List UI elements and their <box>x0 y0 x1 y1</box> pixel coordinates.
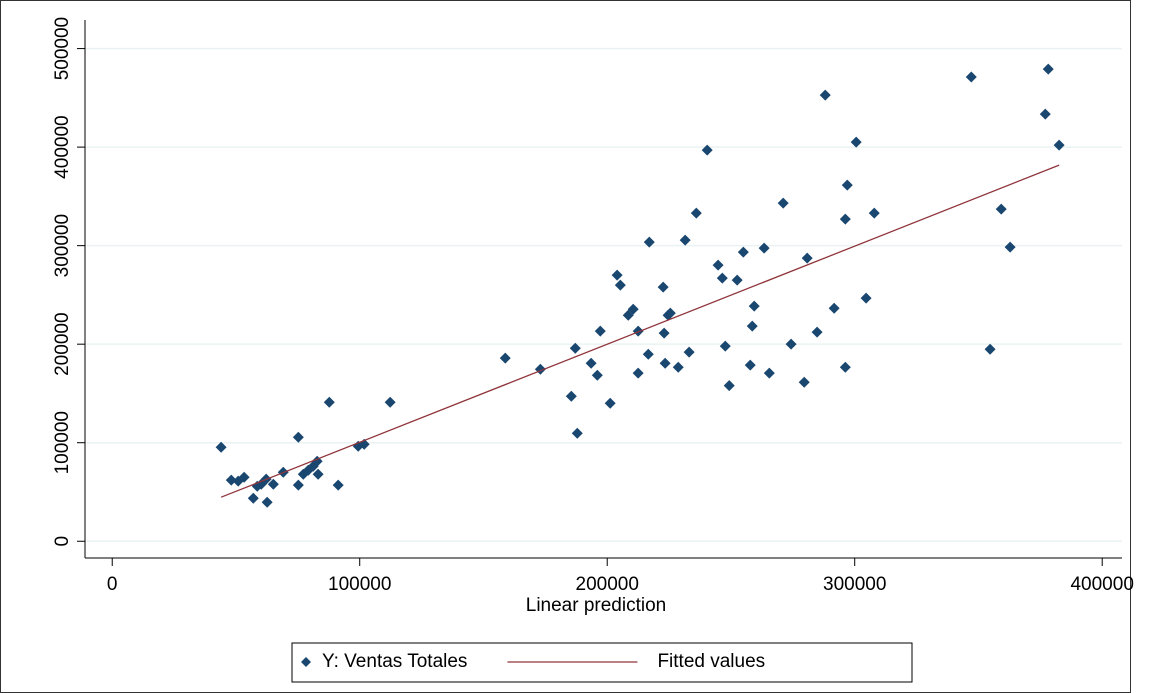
scatter-point <box>658 327 670 339</box>
y-tick-label: 400000 <box>52 115 73 178</box>
scatter-point <box>860 292 872 304</box>
scatter-point <box>716 272 728 284</box>
scatter-point <box>785 338 797 350</box>
scatter-point <box>828 302 840 314</box>
scatter-point <box>499 352 511 364</box>
y-tick-label: 0 <box>52 536 73 547</box>
scatter-point <box>1004 241 1016 253</box>
scatter-point <box>1053 139 1065 151</box>
scatter-point <box>839 361 851 373</box>
scatter-point <box>643 236 655 248</box>
x-tick-label: 0 <box>107 574 118 595</box>
scatter-point <box>683 346 695 358</box>
scatter-point <box>267 478 279 490</box>
x-tick-label: 300000 <box>823 574 886 595</box>
scatter-point <box>627 303 639 315</box>
fitted-line <box>220 164 1060 498</box>
scatter-point <box>571 427 583 439</box>
y-tick-label: 100000 <box>52 411 73 474</box>
scatter-point <box>225 474 237 486</box>
scatter-point <box>712 259 724 271</box>
scatter-point <box>384 396 396 408</box>
scatter-point <box>731 274 743 286</box>
x-tick-label: 100000 <box>328 574 391 595</box>
scatter-point <box>758 242 770 254</box>
scatter-point <box>312 468 324 480</box>
y-tick-label: 500000 <box>52 17 73 80</box>
scatter-point <box>746 320 758 332</box>
scatter-point <box>292 431 304 443</box>
scatter-point <box>657 281 669 293</box>
legend-symbol <box>301 657 311 667</box>
scatter-point <box>569 342 581 354</box>
scatter-point <box>868 207 880 219</box>
y-tick-label: 300000 <box>52 214 73 277</box>
scatter-point <box>261 496 273 508</box>
scatter-point <box>594 325 606 337</box>
scatter-point <box>719 340 731 352</box>
scatter-point <box>642 348 654 360</box>
scatter-point <box>965 71 977 83</box>
scatter-point <box>811 326 823 338</box>
scatter-point <box>632 367 644 379</box>
scatter-point <box>763 367 775 379</box>
x-tick-label: 200000 <box>576 574 639 595</box>
scatter-point <box>748 300 760 312</box>
scatter-point <box>604 397 616 409</box>
scatter-point <box>614 279 626 291</box>
scatter-point <box>1042 63 1054 75</box>
scatter-point <box>777 197 789 209</box>
scatter-point <box>850 136 862 148</box>
legend-label: Fitted values <box>657 651 765 672</box>
scatter-point <box>744 359 756 371</box>
scatter-point <box>332 479 344 491</box>
scatter-point <box>591 369 603 381</box>
scatter-point <box>679 234 691 246</box>
scatter-point <box>611 269 623 281</box>
scatter-point <box>841 179 853 191</box>
x-tick-label: 400000 <box>1070 574 1133 595</box>
scatter-point <box>585 357 597 369</box>
scatter-point <box>664 307 676 319</box>
scatter-point <box>247 492 259 504</box>
scatter-point <box>984 343 996 355</box>
scatter-point <box>690 207 702 219</box>
scatter-point <box>737 246 749 258</box>
scatter-point <box>723 380 735 392</box>
x-axis-title: Linear prediction <box>526 595 666 616</box>
scatter-point <box>798 376 810 388</box>
scatter-point <box>659 357 671 369</box>
scatter-point <box>565 390 577 402</box>
scatter-point <box>672 361 684 373</box>
scatter-point <box>819 89 831 101</box>
scatter-point <box>801 252 813 264</box>
scatter-point <box>839 213 851 225</box>
scatter-point <box>215 441 227 453</box>
scatter-point <box>238 471 250 483</box>
scatter-point <box>701 144 713 156</box>
legend-label: Y: Ventas Totales <box>322 651 467 672</box>
scatter-point <box>632 325 644 337</box>
y-tick-label: 200000 <box>52 312 73 375</box>
scatter-point <box>323 396 335 408</box>
scatter-point <box>1039 108 1051 120</box>
scatter-point <box>292 479 304 491</box>
scatter-point <box>995 203 1007 215</box>
